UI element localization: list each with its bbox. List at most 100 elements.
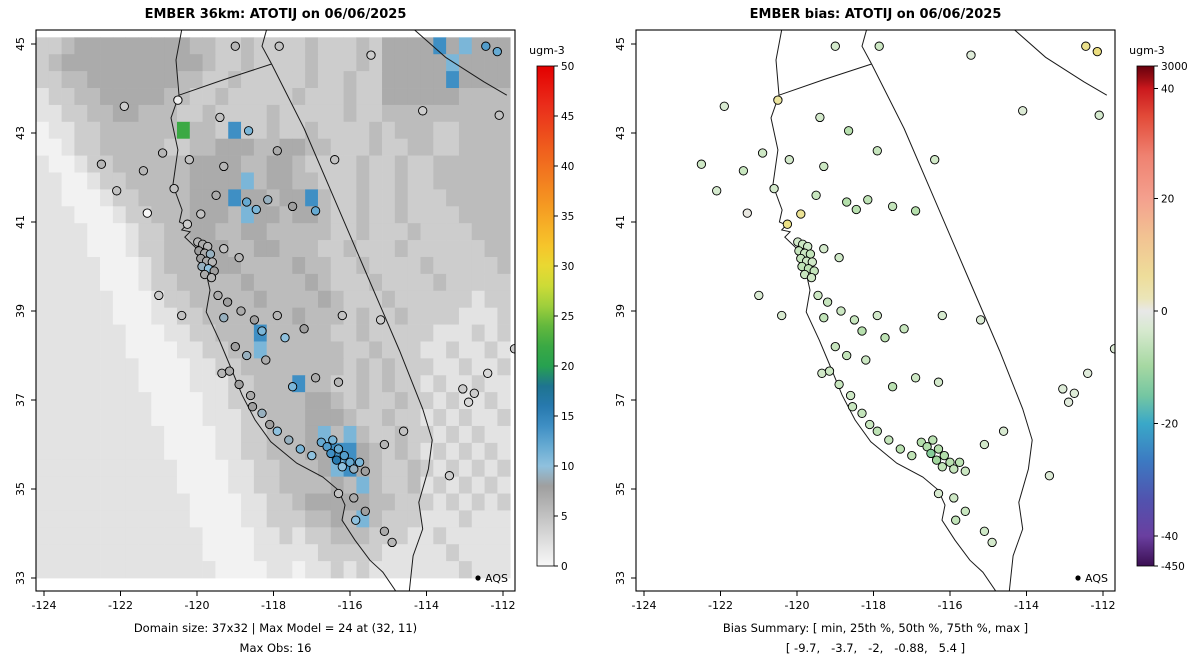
- raster-cell: [202, 358, 216, 376]
- raster-cell: [215, 442, 229, 461]
- raster-cell: [151, 71, 165, 89]
- station-point: [872, 426, 882, 436]
- raster-cell: [471, 510, 485, 528]
- raster-cell: [394, 155, 409, 173]
- colorbar-tick-label: 20: [1161, 194, 1174, 206]
- raster-cell: [164, 510, 178, 528]
- raster-cell: [87, 240, 101, 258]
- raster-cell: [189, 442, 203, 461]
- raster-cell: [138, 273, 152, 292]
- raster-cell: [74, 256, 88, 275]
- station-point: [819, 161, 829, 172]
- raster-cell: [497, 206, 511, 224]
- raster-cell: [356, 527, 370, 545]
- raster-cell: [317, 493, 332, 511]
- bias-map-panel: -124 -122 -120 -118 -116 -114 -112 33 35 37 39 41 43…: [614, 29, 1188, 612]
- aqs-legend-dot: [1075, 575, 1081, 581]
- raster-cell: [484, 189, 498, 207]
- raster-cell: [87, 493, 101, 511]
- raster-cell: [87, 341, 101, 359]
- raster-cell: [394, 392, 409, 410]
- station-point: [819, 313, 829, 323]
- raster-cell: [241, 324, 255, 342]
- station-point: [458, 384, 468, 394]
- raster-cell: [138, 307, 152, 325]
- station-point: [712, 186, 722, 196]
- station-point: [287, 201, 298, 212]
- raster-cell: [266, 155, 280, 173]
- raster-cell: [228, 88, 242, 106]
- raster-cell: [176, 510, 191, 528]
- raster-cell: [279, 561, 293, 579]
- raster-cell: [100, 88, 114, 106]
- raster-cell: [241, 88, 255, 106]
- raster-cell: [330, 88, 344, 106]
- raster-cell: [100, 527, 114, 545]
- raster-cell: [407, 341, 421, 359]
- raster-cell: [497, 155, 511, 173]
- raster-cell: [151, 240, 165, 258]
- station-point: [333, 444, 344, 454]
- raster-cell: [317, 172, 332, 190]
- station-point: [863, 195, 873, 205]
- raster-cell: [407, 307, 421, 325]
- raster-cell: [471, 358, 485, 376]
- raster-cell: [458, 104, 473, 123]
- raster-cell: [446, 71, 460, 89]
- raster-cell: [176, 476, 191, 494]
- y-tick-label: 39: [14, 304, 27, 318]
- raster-cell: [164, 37, 178, 55]
- raster-cell: [138, 172, 152, 190]
- raster-cell: [151, 375, 165, 393]
- colorbar-tick-label: 45: [561, 111, 574, 123]
- station-point: [211, 190, 221, 200]
- raster-cell: [125, 324, 139, 342]
- raster-cell: [330, 392, 344, 410]
- station-point: [930, 155, 940, 165]
- raster-cell: [48, 392, 62, 410]
- raster-cell: [484, 240, 498, 258]
- x-tick-label: -112: [491, 599, 516, 612]
- station-point: [928, 435, 938, 445]
- y-axis: 33 35 37 39 41 43 45: [614, 37, 636, 585]
- raster-cell: [394, 290, 409, 309]
- raster-cell: [74, 240, 88, 258]
- raster-cell: [164, 409, 178, 427]
- raster-cell: [125, 476, 139, 494]
- raster-cell: [356, 155, 370, 173]
- raster-cell: [343, 358, 357, 376]
- raster-cell: [36, 358, 50, 376]
- raster-cell: [369, 493, 383, 511]
- raster-cell: [48, 493, 62, 511]
- raster-cell: [317, 104, 332, 123]
- raster-cell: [497, 240, 511, 258]
- raster-cell: [471, 459, 485, 477]
- raster-cell: [420, 206, 434, 224]
- raster-cell: [471, 189, 485, 207]
- raster-cell: [369, 544, 383, 562]
- raster-cell: [471, 240, 485, 258]
- station-point: [842, 197, 852, 207]
- raster-cell: [382, 54, 396, 72]
- raster-cell: [176, 561, 191, 579]
- raster-cell: [369, 121, 383, 140]
- raster-cell: [433, 189, 447, 207]
- raster-cell: [61, 324, 75, 342]
- raster-cell: [458, 358, 473, 376]
- raster-cell: [420, 375, 434, 393]
- raster-cell: [215, 138, 229, 156]
- raster-cell: [382, 561, 396, 579]
- raster-cell: [164, 442, 178, 461]
- raster-cell: [420, 290, 434, 309]
- raster-cell: [266, 442, 280, 461]
- raster-cell: [74, 37, 88, 55]
- raster-cell: [471, 324, 485, 342]
- raster-cell: [394, 476, 409, 494]
- raster-cell: [164, 71, 178, 89]
- raster-cell: [382, 138, 396, 156]
- raster-cell: [112, 392, 127, 410]
- raster-cell: [279, 307, 293, 325]
- raster-cell: [202, 138, 216, 156]
- raster-cell: [317, 273, 332, 292]
- raster-cell: [125, 527, 139, 545]
